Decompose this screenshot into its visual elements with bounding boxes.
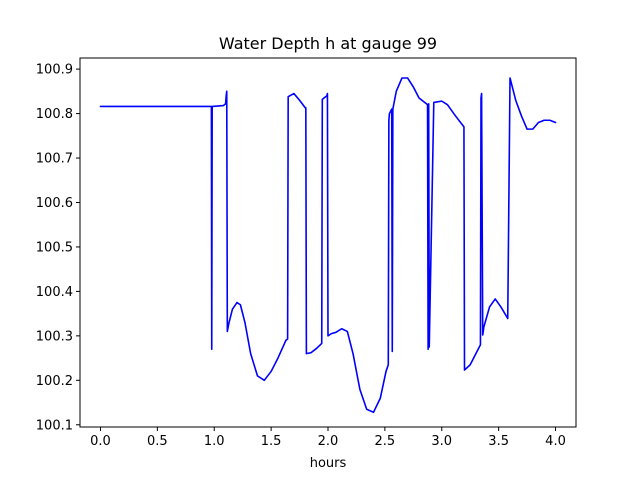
x-axis: 0.0 0.5 1.0 1.5 2.0 2.5 3.0 3.5 4.0 [90,427,566,449]
x-axis-title: hours [310,456,347,471]
plot-lines [99,77,557,414]
x-tick-label: 4.0 [545,434,566,449]
y-tick-label: 100.5 [36,240,73,255]
x-tick-label: 0.0 [90,434,111,449]
series-line [99,77,557,414]
x-tick-label: 3.0 [431,434,452,449]
y-axis: 100.1 100.2 100.3 100.4 100.5 100.6 100.7 100.8… [36,63,80,433]
y-tick-label: 100.9 [36,63,73,78]
x-tick-label: 0.5 [147,434,168,449]
x-tick-label: 1.0 [204,434,225,449]
y-tick-label: 100.3 [36,329,73,344]
x-tick-label: 1.5 [261,434,282,449]
x-tick-label: 2.5 [375,434,396,449]
y-tick-label: 100.2 [36,374,73,389]
y-tick-label: 100.8 [36,107,73,122]
y-tick-label: 100.6 [36,196,73,211]
x-tick-label: 2.0 [318,434,339,449]
chart-title: Water Depth h at gauge 99 [219,34,437,53]
y-tick-label: 100.7 [36,152,73,167]
x-tick-label: 3.5 [488,434,509,449]
y-tick-label: 100.1 [36,418,73,433]
y-tick-label: 100.4 [36,285,73,300]
